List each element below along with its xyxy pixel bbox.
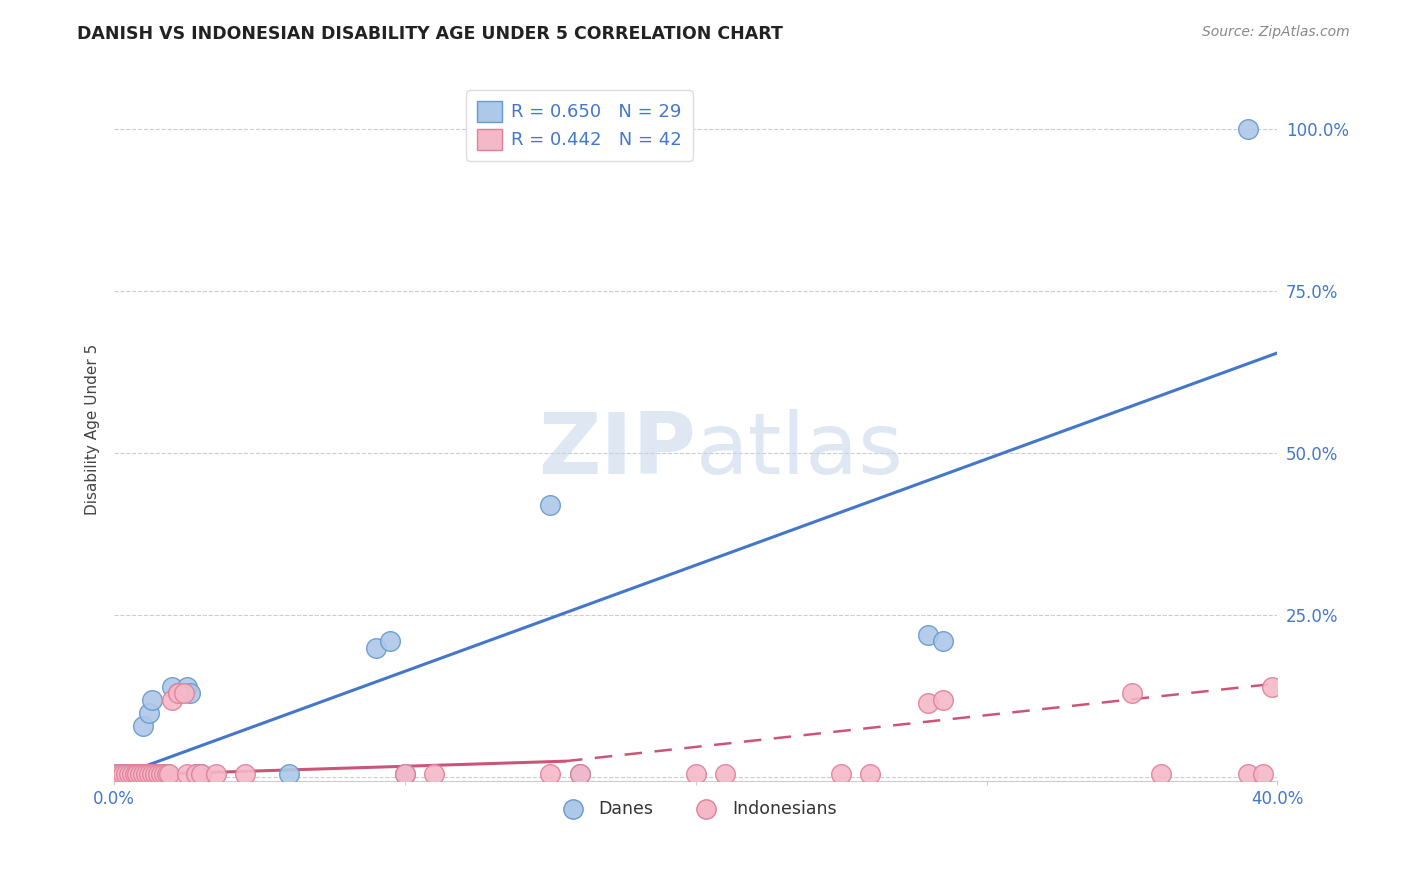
Point xyxy=(233,767,256,781)
Point xyxy=(184,767,207,781)
Point xyxy=(1150,767,1173,781)
Point xyxy=(114,767,136,781)
Point xyxy=(149,767,172,781)
Point xyxy=(159,767,181,781)
Point xyxy=(155,767,177,781)
Point xyxy=(179,686,201,700)
Point xyxy=(205,767,228,781)
Point xyxy=(1251,767,1274,781)
Point xyxy=(108,767,131,781)
Point xyxy=(173,686,195,700)
Point xyxy=(118,767,141,781)
Point xyxy=(167,686,190,700)
Point xyxy=(129,767,152,781)
Point xyxy=(162,692,184,706)
Point xyxy=(167,686,190,700)
Point xyxy=(190,767,212,781)
Point xyxy=(114,767,136,781)
Point xyxy=(830,767,852,781)
Point xyxy=(105,767,128,781)
Point xyxy=(423,767,446,781)
Point xyxy=(1237,767,1260,781)
Text: DANISH VS INDONESIAN DISABILITY AGE UNDER 5 CORRELATION CHART: DANISH VS INDONESIAN DISABILITY AGE UNDE… xyxy=(77,25,783,43)
Point xyxy=(162,680,184,694)
Point xyxy=(132,767,155,781)
Point xyxy=(111,767,134,781)
Point xyxy=(176,680,198,694)
Point xyxy=(190,767,212,781)
Text: atlas: atlas xyxy=(696,409,904,491)
Point xyxy=(394,767,416,781)
Point xyxy=(132,718,155,732)
Point xyxy=(135,767,157,781)
Point xyxy=(108,767,131,781)
Point xyxy=(932,634,955,648)
Point xyxy=(121,767,143,781)
Point xyxy=(124,767,146,781)
Point xyxy=(364,640,387,655)
Point xyxy=(111,767,134,781)
Point xyxy=(121,767,143,781)
Point xyxy=(118,767,141,781)
Point xyxy=(176,767,198,781)
Point xyxy=(394,767,416,781)
Text: ZIP: ZIP xyxy=(538,409,696,491)
Point xyxy=(917,696,939,710)
Point xyxy=(143,767,166,781)
Point xyxy=(932,692,955,706)
Point xyxy=(138,767,160,781)
Point xyxy=(1260,680,1282,694)
Point xyxy=(184,767,207,781)
Point xyxy=(380,634,402,648)
Point xyxy=(685,767,707,781)
Point xyxy=(155,767,177,781)
Text: Source: ZipAtlas.com: Source: ZipAtlas.com xyxy=(1202,25,1350,39)
Point xyxy=(859,767,882,781)
Point xyxy=(146,767,169,781)
Point xyxy=(127,767,149,781)
Y-axis label: Disability Age Under 5: Disability Age Under 5 xyxy=(86,343,100,515)
Point xyxy=(152,767,174,781)
Point xyxy=(141,692,163,706)
Point xyxy=(129,767,152,781)
Point xyxy=(105,767,128,781)
Point xyxy=(146,767,169,781)
Point xyxy=(538,767,561,781)
Point xyxy=(277,767,299,781)
Point xyxy=(917,628,939,642)
Point xyxy=(714,767,737,781)
Point xyxy=(1121,686,1143,700)
Point xyxy=(568,767,591,781)
Legend: Danes, Indonesians: Danes, Indonesians xyxy=(548,793,844,825)
Point xyxy=(138,706,160,720)
Point xyxy=(127,767,149,781)
Point xyxy=(141,767,163,781)
Point xyxy=(1237,122,1260,136)
Point xyxy=(568,767,591,781)
Point xyxy=(538,498,561,512)
Point xyxy=(124,767,146,781)
